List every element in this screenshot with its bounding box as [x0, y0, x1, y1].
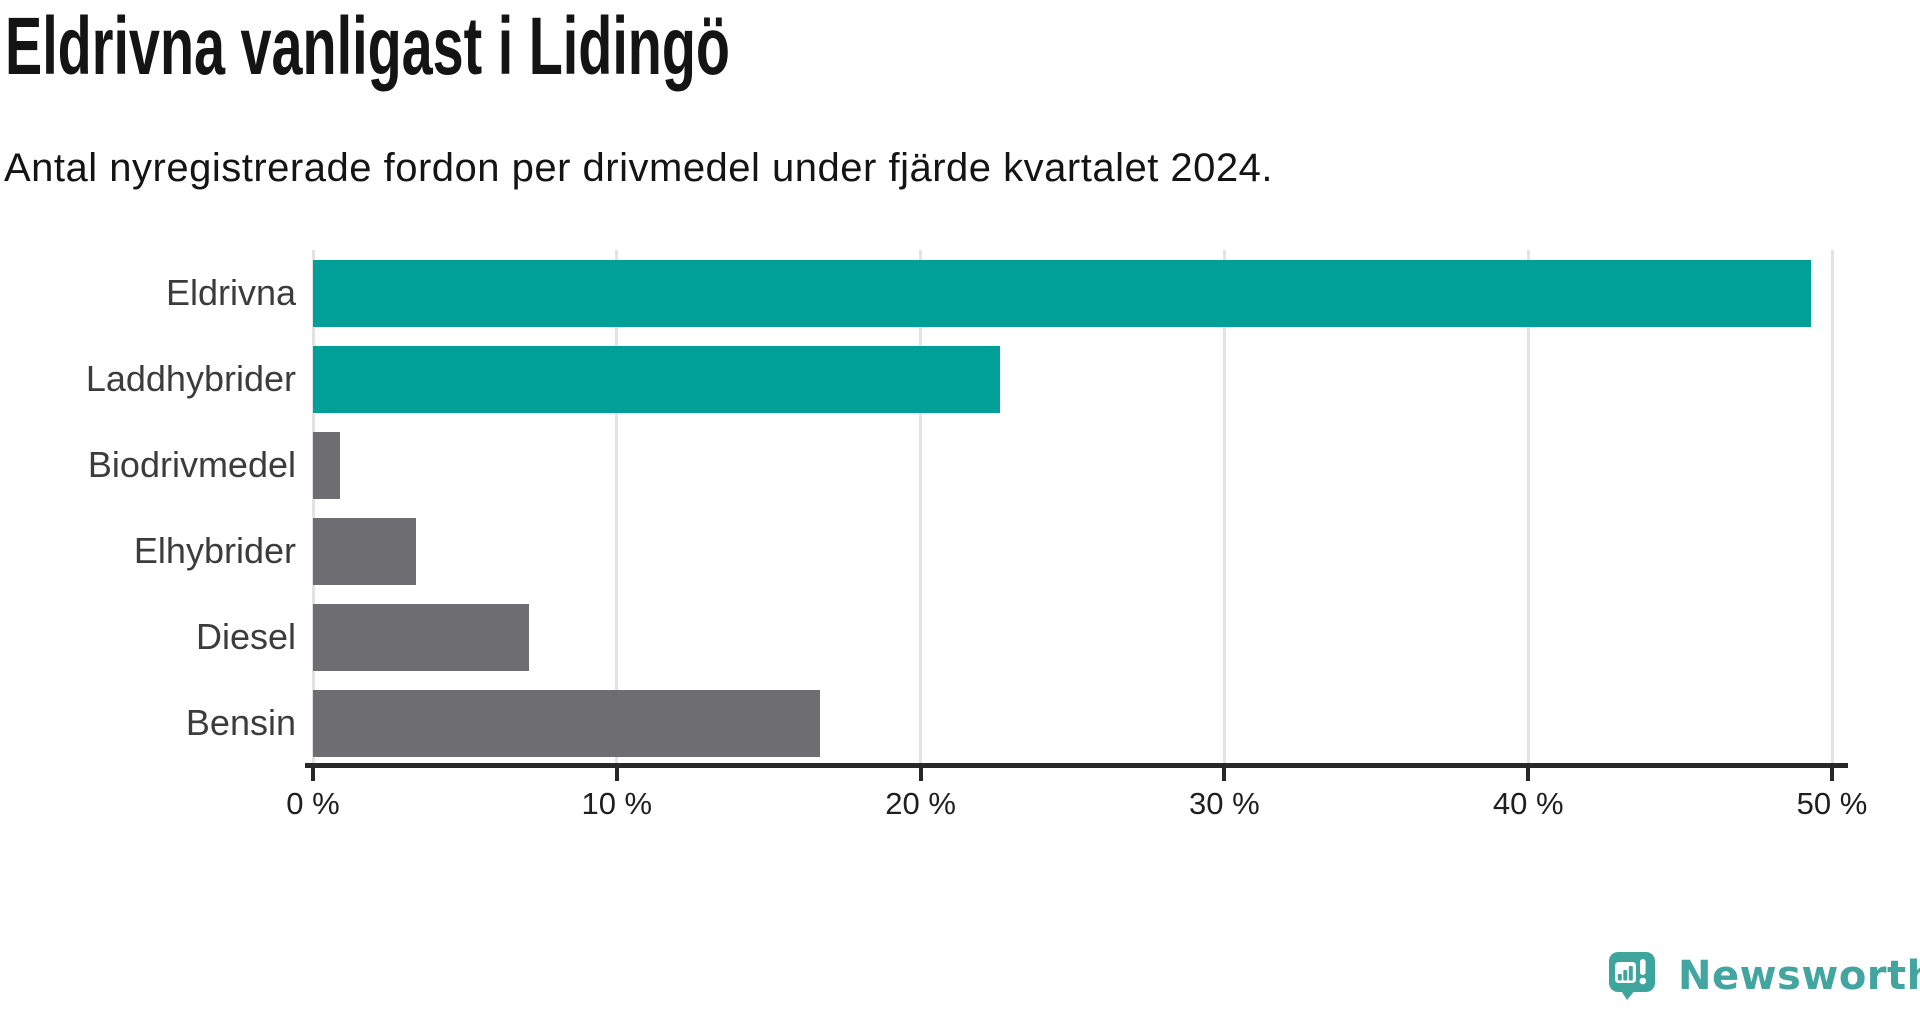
gridline-10 [615, 250, 619, 766]
gridline-20 [919, 250, 923, 766]
tick-label-40: 40 % [1492, 786, 1564, 821]
chart-title: Eldrivna vanligast i Lidingö [5, 1, 730, 92]
bar-elhybrider [313, 517, 417, 585]
category-label: Elhybrider [133, 530, 296, 571]
tick-label-20: 20 % [885, 786, 956, 821]
category-label: Eldrivna [165, 272, 296, 313]
gridline-30 [1222, 250, 1226, 766]
newsworthy-logo-text: Newsworthy [1678, 953, 1920, 999]
category-label: Diesel [195, 616, 296, 657]
tick-mark-20 [918, 768, 923, 781]
gridline-50 [1830, 250, 1834, 766]
tick-label-0: 0 % [286, 786, 340, 821]
gridline-0 [311, 250, 315, 766]
plot-area [311, 250, 1850, 766]
tick-mark-10 [614, 768, 619, 781]
tick-mark-50 [1830, 768, 1834, 781]
x-axis-ticks: 0 % 10 % 20 % 30 % 40 % 50 % [286, 768, 1867, 828]
gridline-40 [1526, 250, 1530, 766]
tick-mark-0 [311, 768, 315, 781]
newsworthy-logo: Newsworthy [1608, 950, 1920, 1002]
category-label-row: Eldrivna [0, 250, 296, 336]
category-label-row: Diesel [0, 594, 296, 680]
x-axis-line [305, 763, 1848, 768]
chart-subtitle: Antal nyregistrerade fordon per drivmede… [4, 146, 1274, 190]
bar-diesel [313, 603, 529, 671]
bar-biodrivmedel [313, 431, 341, 499]
y-axis-labels: Eldrivna Laddhybrider Biodrivmedel Elhybrid… [0, 250, 296, 766]
category-label-row: Biodrivmedel [0, 422, 296, 508]
bar-eldrivna [313, 259, 1811, 327]
bar-bensin [313, 689, 821, 757]
tick-mark-40 [1526, 768, 1531, 781]
bar-laddhybrider [313, 345, 1000, 413]
tick-label-10: 10 % [581, 786, 653, 821]
category-label-row: Laddhybrider [0, 336, 296, 422]
category-label-row: Bensin [0, 680, 296, 766]
category-label-row: Elhybrider [0, 508, 296, 594]
tick-mark-30 [1222, 768, 1227, 781]
category-label: Bensin [185, 702, 296, 743]
tick-label-50: 50 % [1796, 786, 1868, 821]
category-label: Laddhybrider [85, 358, 296, 399]
tick-label-30: 30 % [1189, 786, 1260, 821]
newsworthy-logo-icon [1609, 952, 1655, 1000]
category-label: Biodrivmedel [87, 444, 296, 485]
